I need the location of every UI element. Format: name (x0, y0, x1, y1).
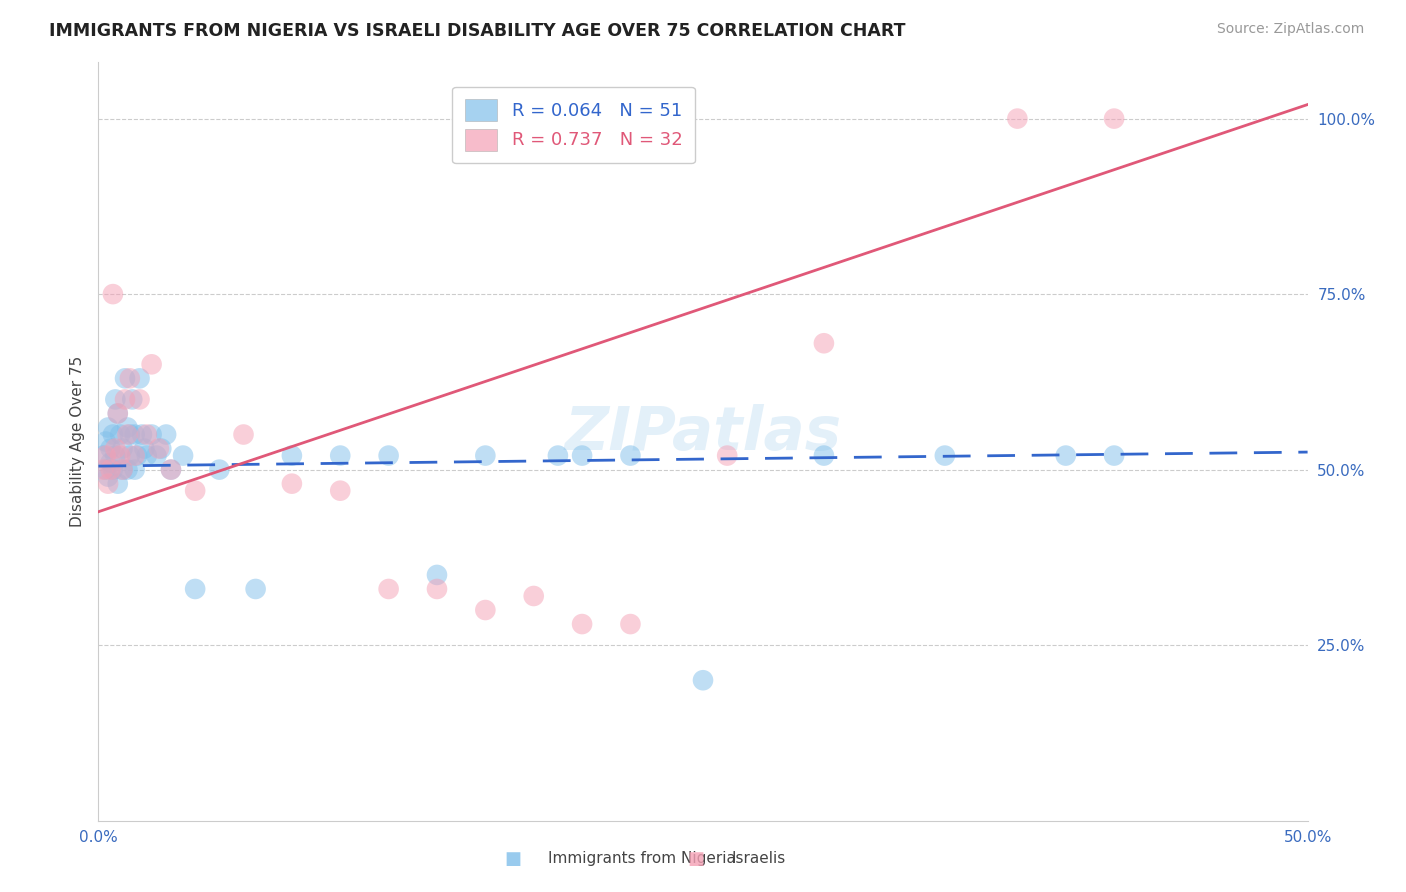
Text: Immigrants from Nigeria: Immigrants from Nigeria (548, 852, 737, 866)
Point (104, 392, 127, 407)
Point (232, 427, 254, 442)
Point (107, 407, 129, 421)
Point (97, 420, 120, 434)
Point (94, 434, 117, 449)
Point (121, 392, 143, 407)
Text: Source: ZipAtlas.com: Source: ZipAtlas.com (1216, 22, 1364, 37)
Point (124, 449, 146, 463)
Y-axis label: Disability Age Over 75: Disability Age Over 75 (69, 356, 84, 527)
Point (377, 449, 399, 463)
Point (118, 427, 141, 442)
Point (1007, 112, 1029, 126)
Point (141, 427, 163, 442)
Point (150, 442, 173, 456)
Point (160, 462, 183, 476)
Point (474, 603, 496, 617)
Point (101, 427, 124, 442)
Point (91, 462, 114, 476)
Point (934, 449, 956, 463)
Point (111, 462, 134, 476)
Point (94, 449, 117, 463)
Text: ■: ■ (688, 850, 704, 868)
Point (108, 427, 131, 442)
Point (172, 449, 194, 463)
Point (1102, 449, 1125, 463)
Point (184, 582, 207, 596)
Point (117, 420, 139, 434)
Point (716, 449, 738, 463)
Point (107, 476, 129, 491)
Point (111, 442, 134, 456)
Point (135, 449, 157, 463)
Point (523, 589, 546, 603)
Point (281, 476, 304, 491)
Point (329, 483, 352, 498)
Point (426, 568, 449, 582)
Point (155, 427, 177, 442)
Point (131, 427, 153, 442)
Text: Israelis: Israelis (731, 852, 786, 866)
Point (108, 449, 131, 463)
Point (813, 449, 835, 463)
Point (281, 449, 304, 463)
Point (547, 449, 569, 463)
Point (571, 449, 593, 463)
Point (101, 462, 124, 476)
Point (377, 582, 399, 596)
Point (100, 442, 122, 456)
Point (114, 371, 136, 385)
Point (111, 462, 134, 476)
Point (148, 442, 170, 456)
Point (118, 371, 141, 385)
Point (97, 476, 120, 491)
Point (141, 357, 163, 371)
Point (184, 483, 207, 498)
Point (619, 617, 641, 632)
Point (160, 462, 183, 476)
Point (619, 449, 641, 463)
Point (813, 336, 835, 351)
Point (124, 462, 146, 476)
Point (426, 582, 449, 596)
Point (329, 449, 352, 463)
Point (245, 582, 267, 596)
Point (94, 462, 117, 476)
Point (134, 442, 156, 456)
Point (128, 371, 150, 385)
Text: ZIPatlas: ZIPatlas (564, 404, 842, 464)
Point (1054, 449, 1077, 463)
Point (1102, 112, 1125, 126)
Point (100, 456, 122, 470)
Point (118, 449, 141, 463)
Point (571, 617, 593, 632)
Point (104, 449, 127, 463)
Point (124, 427, 146, 442)
Point (91, 449, 114, 463)
Point (114, 392, 136, 407)
Point (101, 287, 124, 301)
Point (127, 449, 149, 463)
Point (208, 462, 231, 476)
Point (145, 449, 167, 463)
Point (128, 392, 150, 407)
Point (97, 469, 120, 483)
Point (107, 407, 129, 421)
Legend: R = 0.064   N = 51, R = 0.737   N = 32: R = 0.064 N = 51, R = 0.737 N = 32 (453, 87, 695, 163)
Point (117, 427, 139, 442)
Point (474, 449, 496, 463)
Point (100, 462, 122, 476)
Point (117, 462, 139, 476)
Point (135, 427, 157, 442)
Point (692, 673, 714, 688)
Point (104, 442, 127, 456)
Text: IMMIGRANTS FROM NIGERIA VS ISRAELI DISABILITY AGE OVER 75 CORRELATION CHART: IMMIGRANTS FROM NIGERIA VS ISRAELI DISAB… (49, 22, 905, 40)
Text: ■: ■ (505, 850, 522, 868)
